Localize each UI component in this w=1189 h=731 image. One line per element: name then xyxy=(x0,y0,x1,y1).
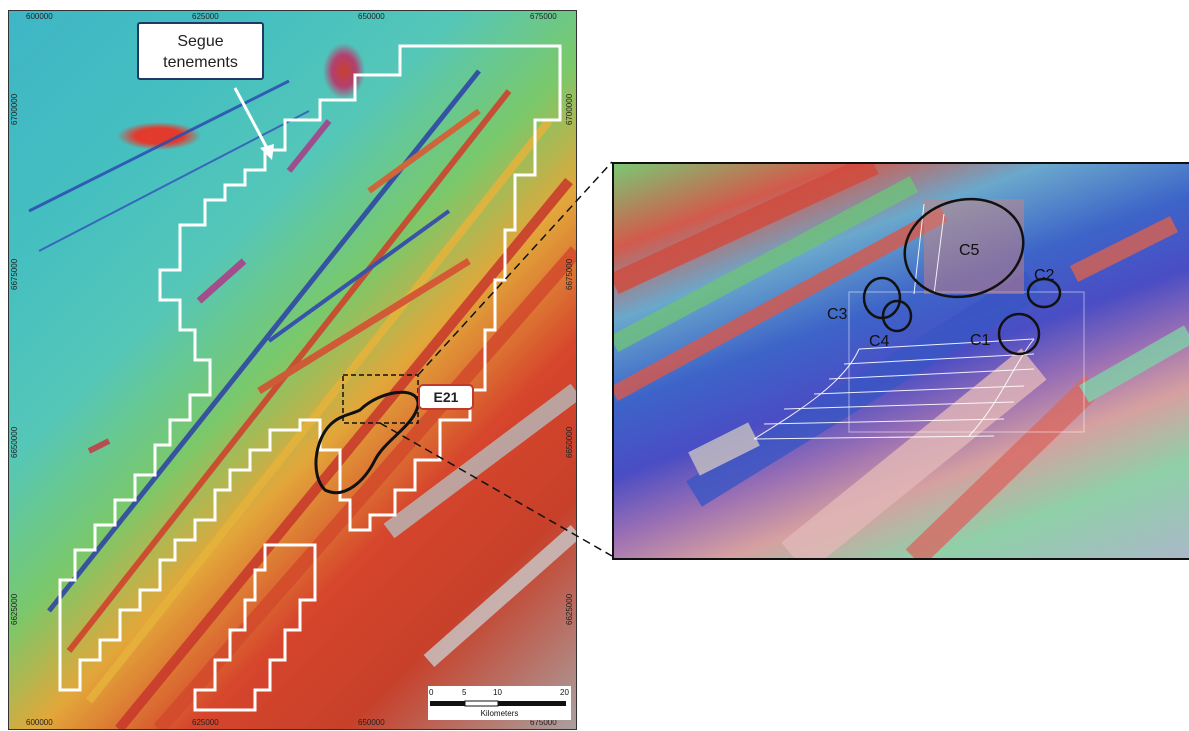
magnetic-anomaly-texture xyxy=(28,69,576,729)
target-label-c5: C5 xyxy=(959,242,980,259)
right-axis-tick: 6625000 xyxy=(565,593,574,625)
scale-tick: 20 xyxy=(560,688,569,697)
bottom-axis-tick: 600000 xyxy=(26,718,53,727)
scale-bar: 0 5 10 20 Kilometers xyxy=(428,686,571,720)
e21-callout: E21 xyxy=(418,384,474,410)
scale-tick: 10 xyxy=(493,688,502,697)
top-axis-tick: 650000 xyxy=(358,12,385,21)
target-label-c1: C1 xyxy=(970,332,991,349)
target-c1-outline xyxy=(997,312,1041,356)
scale-bar-graphic xyxy=(430,700,566,707)
left-axis-tick: 6650000 xyxy=(10,426,19,458)
target-label-c4: C4 xyxy=(869,333,890,350)
scale-unit: Kilometers xyxy=(480,709,519,718)
top-axis-tick: 625000 xyxy=(192,12,219,21)
scale-tick: 5 xyxy=(462,688,467,697)
target-c2-outline xyxy=(1026,277,1062,309)
bottom-axis-tick: 625000 xyxy=(192,718,219,727)
right-axis-tick: 6700000 xyxy=(565,93,574,125)
left-axis-tick: 6625000 xyxy=(10,593,19,625)
bottom-axis-tick: 675000 xyxy=(530,718,557,727)
target-c4-outline xyxy=(881,299,913,333)
top-axis-tick: 675000 xyxy=(530,12,557,21)
magnetic-map[interactable] xyxy=(8,10,577,730)
target-c3-outline xyxy=(862,276,902,320)
target-label-c2: C2 xyxy=(1034,267,1055,284)
bottom-axis-tick: 650000 xyxy=(358,718,385,727)
scale-tick: 0 xyxy=(429,688,434,697)
inset-anomaly-texture xyxy=(614,164,1189,558)
target-label-c3: C3 xyxy=(827,306,848,323)
right-axis-tick: 6675000 xyxy=(565,258,574,290)
top-axis-tick: 600000 xyxy=(26,12,53,21)
e21-zoom-inset[interactable]: C5 C2 C3 C4 C1 xyxy=(612,162,1189,560)
right-axis-tick: 6650000 xyxy=(565,426,574,458)
target-c5-outline xyxy=(903,197,1025,299)
segue-tenements-callout: Segue tenements xyxy=(137,22,264,80)
left-axis-tick: 6700000 xyxy=(10,93,19,125)
left-axis-tick: 6675000 xyxy=(10,258,19,290)
